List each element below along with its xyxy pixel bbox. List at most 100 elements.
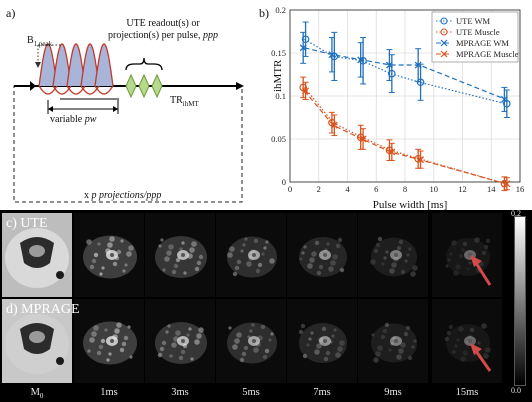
data-point bbox=[385, 61, 393, 69]
rf-pulse-fill bbox=[39, 44, 57, 86]
series-line bbox=[304, 38, 506, 105]
x-tick-label: 4 bbox=[345, 184, 350, 194]
series-mprage-muscle bbox=[302, 81, 511, 191]
y-tick-label: 0.15 bbox=[271, 48, 286, 58]
ihmtr-map-image bbox=[287, 299, 357, 383]
time-label: 3ms bbox=[171, 387, 189, 398]
data-point bbox=[302, 87, 310, 95]
time-label: 1ms bbox=[100, 387, 118, 398]
rf-pulse-outline bbox=[52, 43, 72, 87]
chart-ylabel: ihMTR bbox=[272, 59, 284, 92]
readout-diamond bbox=[151, 73, 163, 99]
ihmtr-map-image bbox=[145, 299, 215, 383]
data-point bbox=[385, 146, 394, 154]
y-tick-label: 0.2 bbox=[275, 5, 286, 15]
pulse-sequence-diagram bbox=[13, 43, 244, 203]
chart-xlabel: Pulse width [ms] bbox=[372, 199, 448, 211]
ihmtr-map-image bbox=[287, 213, 357, 297]
legend-label: UTE WM bbox=[456, 16, 491, 26]
readout-diamond bbox=[125, 73, 137, 99]
plot-frame bbox=[289, 9, 521, 183]
legend-marker bbox=[440, 50, 448, 58]
ihmtr-map-image bbox=[358, 299, 428, 383]
data-point bbox=[330, 121, 338, 129]
readout-diamonds bbox=[125, 73, 163, 99]
legend-entry: UTE Muscle bbox=[436, 27, 500, 37]
x-tick-label: 10 bbox=[430, 184, 439, 194]
data-point bbox=[299, 44, 307, 52]
time-label: 9ms bbox=[384, 387, 402, 398]
legend-label: UTE Muscle bbox=[456, 27, 500, 37]
data-point bbox=[503, 180, 511, 188]
m0-image bbox=[2, 213, 72, 297]
time-label-m0: M0 bbox=[30, 387, 44, 401]
data-point bbox=[357, 56, 365, 64]
pw-arrow-right bbox=[113, 106, 118, 112]
ihmtr-map-image bbox=[74, 299, 144, 383]
ihmtr-map-image bbox=[216, 299, 286, 383]
timeline-arrow bbox=[236, 82, 244, 90]
row-c-label: c) UTE bbox=[6, 216, 48, 231]
y-tick-label: 0.1 bbox=[275, 91, 286, 101]
x-tick-label: 8 bbox=[403, 184, 407, 194]
b1peak-guide-arrow bbox=[35, 62, 41, 68]
row-d-label: d) MPRAGE bbox=[6, 302, 80, 317]
colorbar-min-label: 0.0 bbox=[511, 386, 521, 395]
x-tick-label: 14 bbox=[487, 184, 496, 194]
rf-pulse-train bbox=[38, 43, 114, 95]
x-tick-label: 12 bbox=[458, 184, 467, 194]
data-point bbox=[503, 99, 511, 108]
ihmtr-map-image bbox=[74, 213, 144, 297]
ihmtr-map-image bbox=[145, 213, 215, 297]
series-mprage-wm bbox=[299, 31, 508, 112]
readout-label: UTE readout(s) or projection(s) per puls… bbox=[108, 18, 218, 41]
rf-pulse-outline bbox=[94, 43, 114, 87]
colorbar-max-label: 0.2 bbox=[511, 209, 521, 218]
panel-b-label: b) bbox=[259, 6, 269, 20]
time-label: 7ms bbox=[313, 387, 331, 398]
pw-label: variable pw bbox=[50, 114, 97, 125]
rf-pulse-undershoot bbox=[52, 85, 72, 95]
data-point bbox=[388, 69, 396, 78]
legend-entry: UTE WM bbox=[436, 16, 491, 26]
chart-series bbox=[299, 21, 511, 192]
data-point bbox=[388, 148, 396, 156]
legend-entry: MPRAGE WM bbox=[436, 38, 509, 48]
series-line bbox=[304, 47, 506, 100]
time-label: 5ms bbox=[242, 387, 260, 398]
rf-pulse-fill bbox=[53, 44, 71, 86]
legend-marker bbox=[440, 28, 448, 36]
rf-pulse-outline bbox=[66, 43, 86, 87]
data-point bbox=[416, 78, 425, 87]
image-panel-strip: c) UTE d) MPRAGE 0.2 0.0 M0 1ms 3ms 5ms 7ms 9… bbox=[0, 209, 532, 402]
data-point bbox=[330, 52, 339, 61]
x-tick-label: 0 bbox=[288, 184, 292, 194]
chart-axes: 0 2 4 6 8 10 12 14 16 0 0.05 0.1 0.15 0.2 bbox=[271, 5, 524, 194]
lesion-arrow-icon bbox=[470, 255, 492, 286]
data-point bbox=[328, 118, 336, 127]
projections-label: x p projections/ppp bbox=[84, 190, 162, 201]
legend-marker bbox=[440, 17, 448, 25]
rf-pulse-undershoot bbox=[94, 85, 114, 95]
readout-diamond bbox=[138, 73, 150, 99]
ihmtr-map-image bbox=[432, 299, 502, 383]
lesion-arrow-icon bbox=[470, 343, 492, 372]
b1peak-label: B1,peak bbox=[27, 35, 53, 48]
data-point bbox=[500, 95, 508, 103]
tr-label: TRihMT bbox=[170, 95, 199, 108]
start-arrow bbox=[30, 81, 36, 91]
legend-entry: MPRAGE Muscle bbox=[436, 49, 519, 59]
x-tick-label: 16 bbox=[516, 184, 525, 194]
ihmtr-map-image bbox=[358, 213, 428, 297]
time-label: 15ms bbox=[455, 387, 479, 398]
rf-pulse-fill bbox=[95, 44, 113, 86]
data-point bbox=[414, 61, 422, 69]
data-point bbox=[299, 83, 307, 92]
panel-a-label: a) bbox=[6, 6, 16, 20]
series-line bbox=[303, 87, 506, 185]
pw-arrow-left bbox=[48, 106, 53, 112]
rf-pulse-fill bbox=[81, 44, 99, 86]
legend-marker bbox=[440, 39, 448, 47]
